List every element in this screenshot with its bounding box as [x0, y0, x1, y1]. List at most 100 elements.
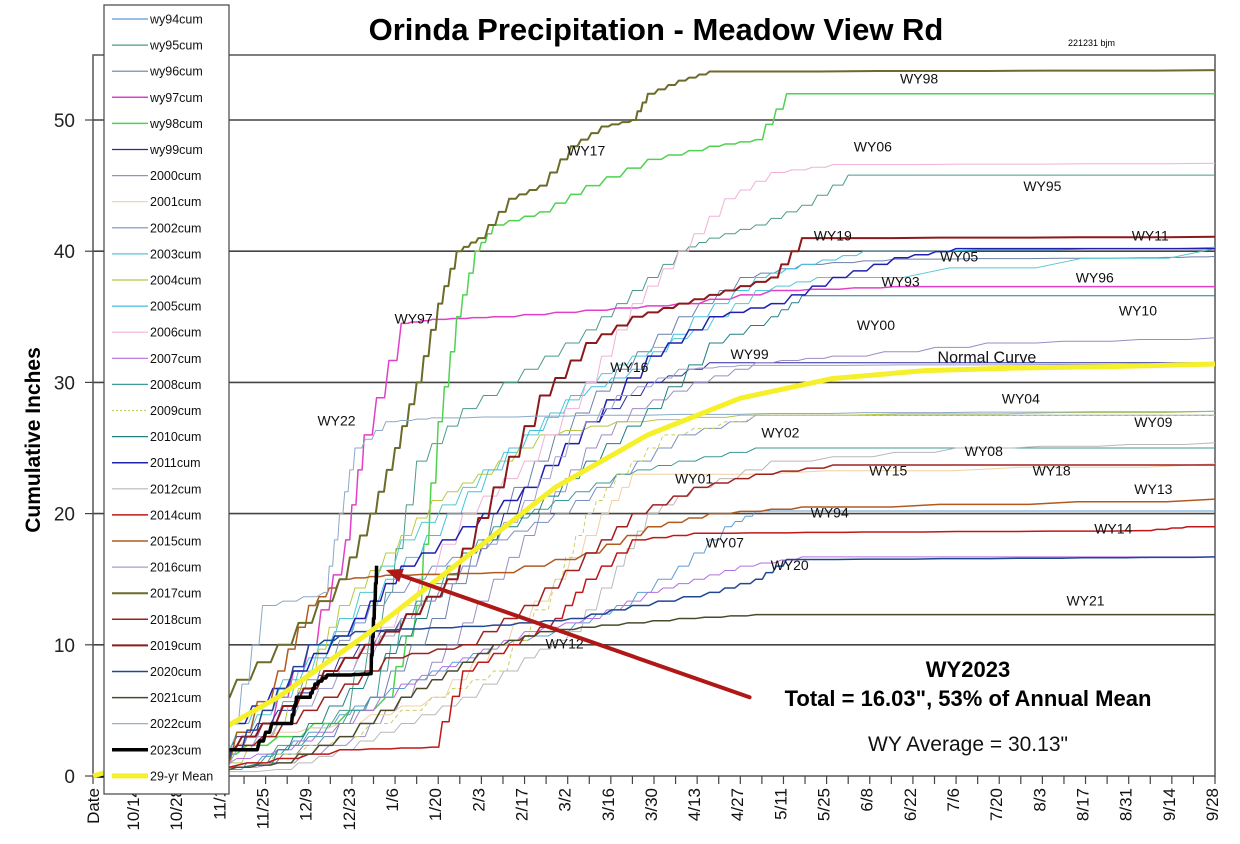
x-tick-label: 8/31: [1117, 788, 1136, 821]
legend-label: 2010cum: [150, 430, 201, 444]
legend-label: wy96cum: [149, 65, 203, 79]
series-label-wy01: WY01: [675, 470, 713, 486]
legend-box: [103, 4, 230, 795]
x-tick-label: Date: [84, 788, 103, 824]
x-tick-label: 3/16: [599, 788, 618, 821]
legend-label: 2017cum: [150, 587, 201, 601]
annotation-average: WY Average = 30.13": [868, 733, 1068, 756]
legend-item-2004cum: 2004cum: [112, 274, 201, 288]
legend-item-2012cum: 2012cum: [112, 482, 201, 496]
series-label-wy16: WY16: [610, 359, 648, 375]
series-label-wy13: WY13: [1134, 481, 1172, 497]
series-label-wy98: WY98: [900, 70, 938, 86]
series-2017cum: [93, 69, 1216, 777]
series-wy96cum: [93, 255, 1216, 777]
legend-item-2006cum: 2006cum: [112, 326, 201, 340]
series-label-wy02: WY02: [761, 425, 799, 441]
legend-item-2010cum: 2010cum: [112, 430, 201, 444]
x-tick-label: 7/6: [944, 788, 963, 812]
legend-item-2005cum: 2005cum: [112, 300, 201, 314]
y-axis-label: Cumulative Inches: [22, 347, 45, 533]
legend-item-wy98cum: wy98cum: [112, 117, 203, 131]
legend-label: 2002cum: [150, 221, 201, 235]
series-2000cum: [93, 337, 1216, 777]
legend-item-2017cum: 2017cum: [112, 587, 201, 601]
series-label-wy05: WY05: [940, 249, 978, 265]
y-tick-label: 50: [54, 111, 75, 132]
legend-item-wy97cum: wy97cum: [112, 91, 203, 105]
series-lines: [92, 69, 1216, 779]
legend-label: 2014cum: [150, 508, 201, 522]
legend-item-2019cum: 2019cum: [112, 639, 201, 653]
x-tick-label: 10/28: [167, 788, 186, 831]
legend-label: wy94cum: [149, 13, 203, 27]
chart-title: Orinda Precipitation - Meadow View Rd: [369, 12, 944, 47]
legend-label: 2016cum: [150, 561, 201, 575]
series-label-wy18: WY18: [1033, 463, 1071, 479]
series-label-wy06: WY06: [854, 138, 892, 154]
annotation-title: WY2023: [926, 657, 1010, 682]
y-tick-label: 10: [54, 636, 75, 657]
y-axis: 0 10 20 30 40 50: [54, 111, 93, 788]
series-wy95cum: [93, 174, 1215, 777]
series-2021cum: [93, 613, 1215, 777]
y-tick-label: 30: [54, 373, 75, 394]
legend-label: wy98cum: [149, 117, 203, 131]
series-label-wy97: WY97: [395, 310, 433, 326]
legend-item-wy99cum: wy99cum: [112, 143, 203, 157]
legend-label: wy99cum: [149, 143, 203, 157]
series-label-wy15: WY15: [869, 463, 907, 479]
legend-item-2018cum: 2018cum: [112, 613, 201, 627]
x-tick-label: 8/3: [1030, 788, 1049, 812]
x-tick-label: 6/8: [858, 788, 877, 812]
x-tick-label: 3/30: [642, 788, 661, 821]
legend-item-2007cum: 2007cum: [112, 352, 201, 366]
series-label-wy08: WY08: [965, 443, 1003, 459]
legend-label: 2023cum: [150, 743, 201, 757]
legend-item-2021cum: 2021cum: [112, 691, 201, 705]
x-tick-label: 7/20: [987, 788, 1006, 821]
series-label-wy10: WY10: [1119, 302, 1157, 318]
series-label-wy20: WY20: [771, 557, 809, 573]
series-2018cum: [93, 464, 1215, 777]
x-tick-label: 8/17: [1073, 788, 1092, 821]
x-tick-label: 11/1: [210, 788, 229, 820]
legend-item-2002cum: 2002cum: [112, 221, 201, 235]
y-tick-label: 0: [64, 767, 75, 788]
legend-label: 2009cum: [150, 404, 201, 418]
legend-label: wy95cum: [149, 39, 203, 53]
legend-item-wy94cum: wy94cum: [112, 13, 203, 27]
x-tick-label: 12/23: [340, 788, 359, 831]
chart-stamp: 221231 bjm: [1068, 38, 1115, 48]
series-label-wy09: WY09: [1134, 414, 1172, 430]
y-tick-label: 20: [54, 505, 75, 526]
x-tick-label: 1/20: [426, 788, 445, 821]
legend-item-wy96cum: wy96cum: [112, 65, 203, 79]
legend-label: 2005cum: [150, 300, 201, 314]
legend: wy94cum wy95cum wy96cum wy97cum wy98cum wy99c…: [103, 4, 230, 795]
legend-item-2008cum: 2008cum: [112, 378, 201, 392]
legend-label: 2006cum: [150, 326, 201, 340]
legend-label: 2008cum: [150, 378, 201, 392]
series-label-wy04: WY04: [1002, 390, 1040, 406]
legend-item-2014cum: 2014cum: [112, 508, 201, 522]
legend-item-2009cum: 2009cum: [112, 404, 201, 418]
legend-label: 2007cum: [150, 352, 201, 366]
x-tick-label: 9/14: [1160, 788, 1179, 821]
x-tick-label: 3/2: [556, 788, 575, 812]
legend-label: 2015cum: [150, 535, 201, 549]
legend-label: 2022cum: [150, 717, 201, 731]
series-label-wy07: WY07: [706, 535, 744, 551]
wy2023-annotation: WY2023 Total = 16.03", 53% of Annual Mea…: [385, 568, 1151, 756]
x-tick-label: 12/9: [297, 788, 316, 821]
series-label-wy11: WY11: [1132, 228, 1169, 244]
x-tick-label: 1/6: [383, 788, 402, 812]
series-label-wy19: WY19: [814, 228, 852, 244]
series-label-wy99: WY99: [730, 346, 768, 362]
legend-label: 2021cum: [150, 691, 201, 705]
x-tick-label: 9/28: [1203, 788, 1222, 821]
series-2019cum: [93, 235, 1216, 777]
series-2009cum: [93, 414, 1215, 777]
legend-item-2022cum: 2022cum: [112, 717, 201, 731]
